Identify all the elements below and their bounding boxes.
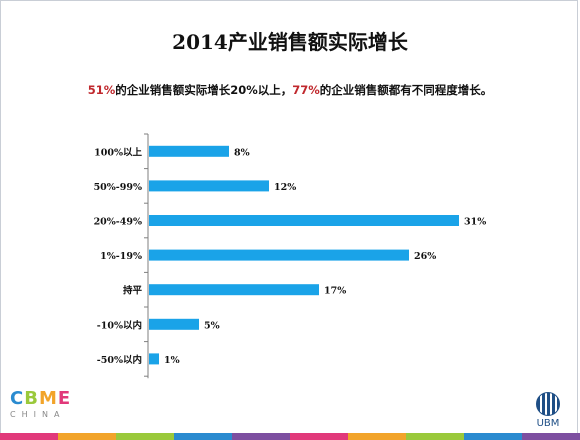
data-label: 5% — [204, 320, 220, 331]
cbme-logo-mark: CBME — [10, 388, 71, 409]
data-label: 17% — [324, 286, 346, 297]
stripe-segment — [464, 433, 522, 440]
subtitle-text-2: 的企业销售额都有不同程度增长。 — [319, 83, 493, 97]
category-label: -10%以内 — [97, 319, 142, 331]
ubm-globe-icon — [536, 392, 560, 416]
category-label: 1%-19% — [100, 251, 142, 262]
bar — [149, 284, 319, 296]
ubm-logo-text: UBM — [536, 418, 560, 429]
data-label: 12% — [274, 182, 296, 193]
cbme-logo-letter: B — [24, 388, 39, 409]
data-label: 26% — [414, 251, 436, 262]
cbme-logo: CBME CHINA — [10, 388, 71, 419]
data-label: 1% — [164, 355, 180, 366]
category-label: 20%-49% — [94, 217, 142, 228]
stripe-segment — [116, 433, 174, 440]
stripe-segment — [290, 433, 348, 440]
chart-subtitle: 51%的企业销售额实际增长20%以上，77%的企业销售额都有不同程度增长。 — [0, 82, 580, 98]
bar — [149, 145, 229, 157]
stripe-segment — [58, 433, 116, 440]
stripe-segment — [348, 433, 406, 440]
chart-title: 2014产业销售额实际增长 — [172, 30, 408, 54]
stripe-segment — [0, 433, 58, 440]
bar — [149, 180, 269, 192]
subtitle-highlight-51: 51% — [87, 83, 116, 97]
stripe-segment — [232, 433, 290, 440]
data-label: 8% — [234, 147, 250, 158]
category-label: 持平 — [123, 285, 143, 297]
category-label: 50%-99% — [94, 182, 142, 193]
cbme-logo-letter: M — [38, 388, 58, 409]
bar — [149, 353, 159, 365]
bar — [149, 215, 459, 226]
stripe-segment — [406, 433, 464, 440]
bar — [149, 318, 199, 330]
footer-color-stripe — [0, 433, 580, 440]
ubm-logo: UBM — [528, 392, 568, 429]
subtitle-highlight-77: 77% — [292, 83, 320, 97]
stripe-segment — [522, 433, 580, 440]
bar — [149, 249, 409, 261]
stripe-segment — [174, 433, 232, 440]
category-label: 100%以上 — [94, 146, 142, 158]
cbme-logo-letter: C — [10, 388, 25, 409]
cbme-logo-letter: E — [57, 388, 72, 409]
data-label: 31% — [464, 217, 486, 228]
cbme-logo-sub: CHINA — [10, 410, 66, 419]
subtitle-text-1: 的企业销售额实际增长20%以上， — [115, 83, 293, 97]
category-label: -50%以内 — [97, 354, 142, 366]
